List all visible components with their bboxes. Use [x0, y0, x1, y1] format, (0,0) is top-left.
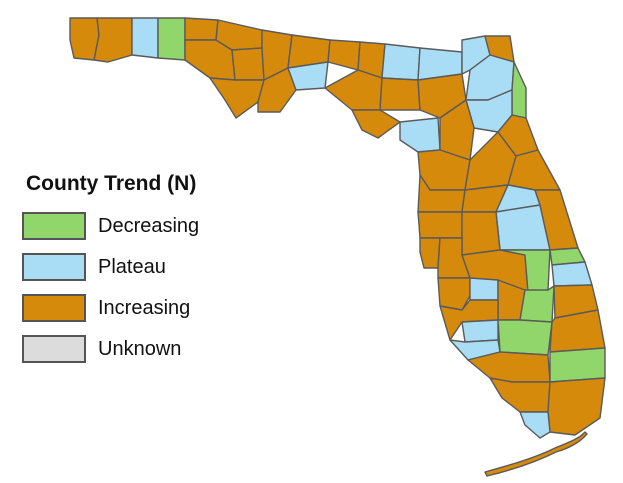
county-broward[interactable] — [549, 347, 606, 383]
legend-label-decreasing: Decreasing — [98, 214, 200, 237]
county-miami-dade[interactable] — [547, 377, 606, 436]
county-santa-rosa[interactable] — [93, 17, 133, 63]
legend-item-plateau: Plateau — [22, 253, 199, 281]
legend-swatch-decreasing — [22, 212, 86, 240]
county-pasco[interactable] — [461, 211, 501, 256]
county-pinellas[interactable] — [419, 237, 441, 269]
county-glades[interactable] — [497, 319, 553, 356]
legend-label-plateau: Plateau — [98, 255, 166, 278]
legend-swatch-unknown — [22, 335, 86, 363]
legend-swatch-plateau — [22, 253, 86, 281]
county-hardee[interactable] — [469, 277, 499, 301]
county-dixie[interactable] — [399, 117, 441, 153]
legend: County Trend (N) Decreasing Plateau Incr… — [22, 172, 199, 376]
county-alachua[interactable] — [439, 99, 475, 161]
legend-title: County Trend (N) — [26, 172, 197, 195]
county-walton[interactable] — [157, 17, 186, 61]
county-holmes[interactable] — [184, 17, 219, 41]
county-okeechobee[interactable] — [519, 285, 555, 323]
county-taylor[interactable] — [324, 69, 383, 111]
legend-swatch-increasing — [22, 294, 86, 322]
legend-label-unknown: Unknown — [98, 337, 182, 360]
county-monroe[interactable] — [519, 411, 551, 439]
county-gulf[interactable] — [209, 77, 265, 119]
county-st-lucie[interactable] — [551, 261, 593, 287]
county-calhoun[interactable] — [231, 47, 265, 81]
legend-item-increasing: Increasing — [22, 294, 199, 322]
county-manatee[interactable] — [437, 277, 471, 311]
county-leon[interactable] — [327, 39, 361, 71]
county-st-johns[interactable] — [511, 61, 527, 119]
legend-item-unknown: Unknown — [22, 335, 199, 363]
county-collier[interactable] — [489, 377, 551, 413]
legend-label-increasing: Increasing — [98, 296, 191, 319]
florida-keys — [484, 431, 588, 477]
county-suwannee[interactable] — [379, 77, 421, 111]
county-hernando[interactable] — [417, 211, 463, 239]
legend-item-decreasing: Decreasing — [22, 212, 199, 240]
county-okaloosa[interactable] — [131, 17, 159, 59]
county-lafayette[interactable] — [351, 109, 401, 139]
county-lee[interactable] — [467, 351, 551, 383]
county-desoto[interactable] — [461, 319, 499, 343]
county-madison[interactable] — [381, 43, 421, 81]
county-sarasota[interactable] — [439, 299, 499, 341]
county-volusia[interactable] — [507, 149, 561, 191]
